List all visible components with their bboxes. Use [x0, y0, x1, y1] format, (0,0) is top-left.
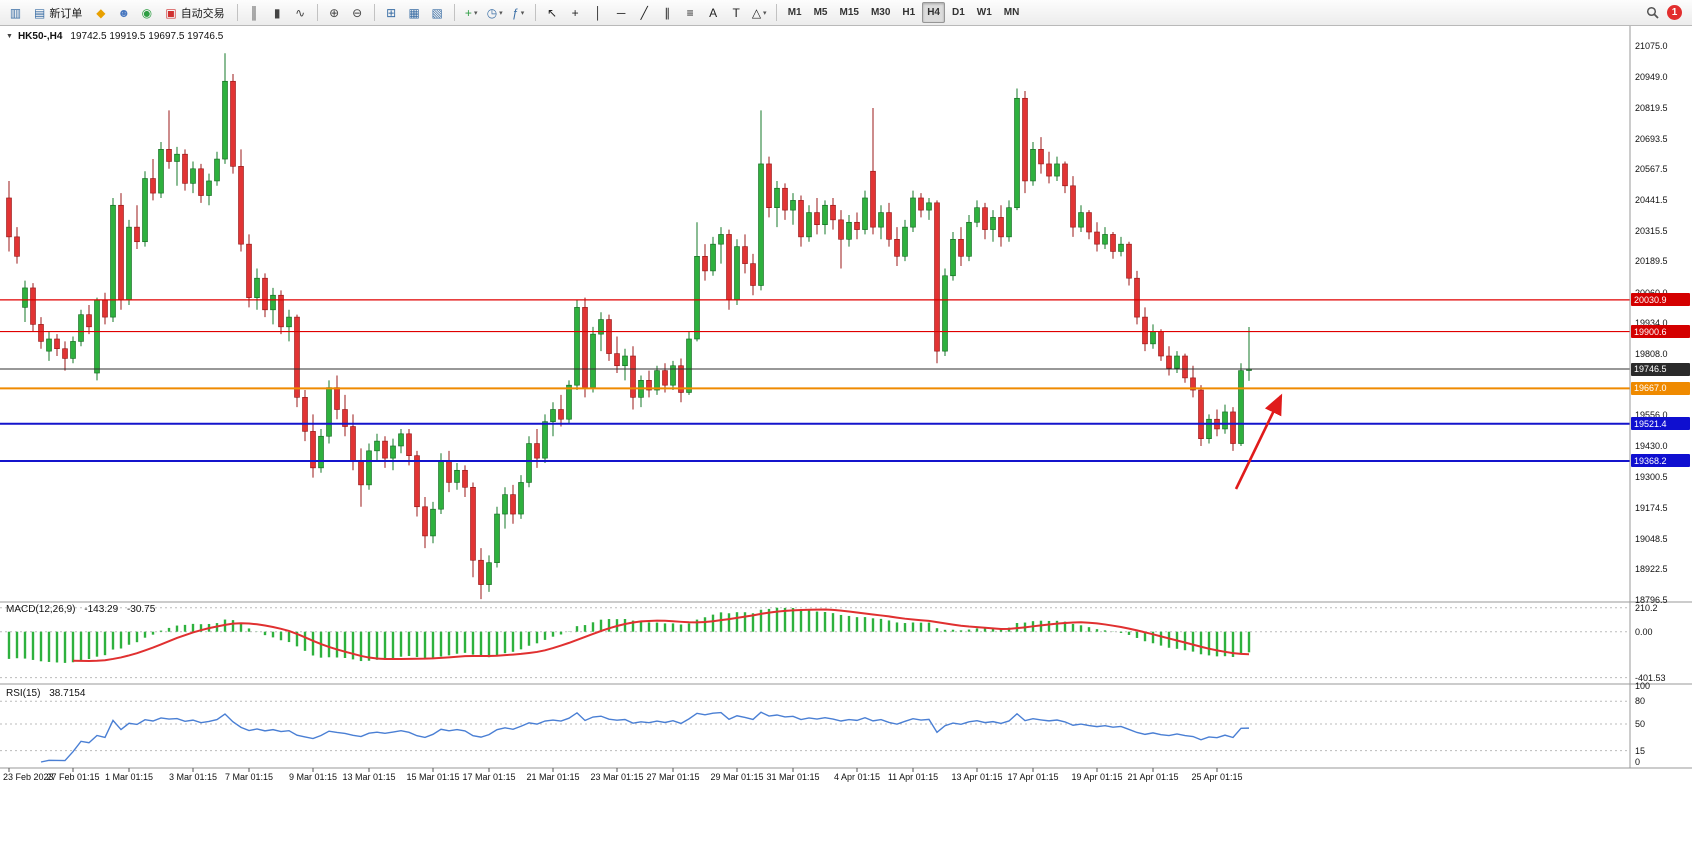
- profile-icon: ☻: [117, 5, 131, 20]
- timeframe-W1[interactable]: W1: [976, 7, 992, 18]
- shapes-tool-icon: △: [751, 5, 762, 20]
- dropdown-arrow-icon[interactable]: ▾: [473, 9, 478, 17]
- timeframe-M30[interactable]: M30: [870, 7, 891, 18]
- crosshair-tool-icon: +: [571, 5, 579, 20]
- macd-panel-label: MACD(12,26,9) -143.29 -30.75: [6, 604, 161, 615]
- toolbar-separator: [373, 4, 375, 21]
- timeframe-D1[interactable]: D1: [952, 7, 965, 18]
- timeframe-M5[interactable]: M5: [813, 7, 828, 18]
- text-tool-button[interactable]: A: [703, 2, 724, 23]
- line-view-button[interactable]: ∿: [290, 2, 311, 23]
- add-chart-icon: +: [464, 5, 472, 20]
- hline-tool-button[interactable]: ─: [611, 2, 632, 23]
- toolbar: ▥ ▤ 新订单 ◆ ☻ ◉ ▣ 自动交易 ║ ▮ ∿ ⊕ ⊖ ⊞ ▦ ▧ + ▾ ◷ ▾ ƒ ▾ ↖ + │ ─ ╱ ∥ ≡ A T △ ▾ M1…: [0, 0, 1692, 26]
- arrange-windows-button[interactable]: ▦: [404, 2, 425, 23]
- search-icon: [1646, 6, 1659, 19]
- timeframe-clock-button[interactable]: ◷ ▾: [484, 2, 506, 23]
- shapes-tool-button[interactable]: △ ▾: [749, 2, 770, 23]
- cascade-windows-icon: ▧: [431, 5, 443, 20]
- candles-view-button[interactable]: ▮: [267, 2, 288, 23]
- macd-name: MACD(12,26,9): [6, 604, 76, 615]
- label-tool-icon: T: [732, 5, 740, 20]
- new-chart-icon: ▥: [9, 5, 22, 20]
- signals-button[interactable]: ◆: [90, 2, 111, 23]
- chart-symbol-header: ▼ HK50-,H4 19742.5 19919.5 19697.5 19746…: [6, 31, 223, 42]
- add-chart-button[interactable]: + ▾: [461, 2, 482, 23]
- cursor-tool-button[interactable]: ↖: [542, 2, 563, 23]
- zoom-in-icon: ⊕: [329, 5, 340, 20]
- auto-trading-label: 自动交易: [180, 7, 225, 20]
- timeframe-MN[interactable]: MN: [1003, 7, 1020, 18]
- toolbar-separator: [453, 4, 455, 21]
- toolbar-separator: [534, 4, 536, 21]
- vline-tool-icon: │: [594, 5, 602, 20]
- zoom-out-icon: ⊖: [352, 5, 363, 20]
- rsi-panel-label: RSI(15) 38.7154: [6, 688, 91, 699]
- bars-view-button[interactable]: ║: [244, 2, 265, 23]
- macd-main-value: -143.29: [84, 604, 119, 615]
- timeframe-M1[interactable]: M1: [787, 7, 802, 18]
- symbol-title: HK50-,H4: [17, 31, 63, 42]
- notification-badge[interactable]: 1: [1667, 5, 1682, 20]
- toolbar-separator: [775, 4, 777, 21]
- zoom-out-button[interactable]: ⊖: [347, 2, 368, 23]
- hline-tool-icon: ─: [616, 5, 626, 20]
- new-order-icon: ▤: [34, 5, 46, 20]
- tile-windows-icon: ⊞: [386, 5, 397, 20]
- new-chart-button[interactable]: ▥: [5, 2, 26, 23]
- fibonacci-tool-button[interactable]: ≡: [680, 2, 701, 23]
- fibonacci-tool-icon: ≡: [686, 5, 694, 20]
- indicators-icon: ƒ: [512, 5, 519, 20]
- tile-windows-button[interactable]: ⊞: [381, 2, 402, 23]
- bars-view-icon: ║: [249, 5, 259, 20]
- cursor-tool-icon: ↖: [547, 5, 558, 20]
- community-icon: ◉: [141, 5, 153, 20]
- auto-trading-button[interactable]: ▣ 自动交易: [159, 2, 230, 23]
- channel-tool-button[interactable]: ∥: [657, 2, 678, 23]
- channel-tool-icon: ∥: [664, 5, 671, 20]
- ohlc-values: 19742.5 19919.5 19697.5 19746.5: [70, 31, 224, 42]
- profile-button[interactable]: ☻: [113, 2, 134, 23]
- candles-view-icon: ▮: [273, 5, 281, 20]
- toolbar-separator: [316, 4, 318, 21]
- timeframe-H4[interactable]: H4: [922, 2, 945, 23]
- vline-tool-button[interactable]: │: [588, 2, 609, 23]
- dropdown-arrow-icon[interactable]: ▾: [763, 9, 767, 17]
- new-order-button[interactable]: ▤ 新订单: [28, 2, 88, 23]
- new-order-label: 新订单: [49, 7, 83, 20]
- indicators-button[interactable]: ƒ ▾: [508, 2, 529, 23]
- rsi-name: RSI(15): [6, 688, 41, 699]
- zoom-in-button[interactable]: ⊕: [324, 2, 345, 23]
- collapse-icon[interactable]: ▼: [6, 33, 13, 40]
- trendline-tool-icon: ╱: [640, 5, 648, 20]
- macd-signal-value: -30.75: [126, 604, 156, 615]
- dropdown-arrow-icon[interactable]: ▾: [499, 9, 503, 17]
- timeframe-H1[interactable]: H1: [902, 7, 916, 18]
- label-tool-button[interactable]: T: [726, 2, 747, 23]
- signals-icon: ◆: [96, 5, 106, 20]
- crosshair-tool-button[interactable]: +: [565, 2, 586, 23]
- rsi-value: 38.7154: [49, 688, 86, 699]
- trendline-tool-button[interactable]: ╱: [634, 2, 655, 23]
- dropdown-arrow-icon[interactable]: ▾: [520, 9, 525, 17]
- toolbar-separator: [236, 4, 238, 21]
- line-view-icon: ∿: [295, 5, 306, 20]
- timeframe-M15[interactable]: M15: [839, 7, 859, 18]
- cascade-windows-button[interactable]: ▧: [427, 2, 448, 23]
- community-button[interactable]: ◉: [136, 2, 157, 23]
- toolbar-groups: ▥ ▤ 新订单 ◆ ☻ ◉ ▣ 自动交易 ║ ▮ ∿ ⊕ ⊖ ⊞ ▦ ▧ + ▾ ◷ ▾ ƒ ▾ ↖ + │ ─ ╱ ∥ ≡ A T △ ▾ M1…: [4, 2, 1025, 23]
- auto-trading-icon: ▣: [165, 5, 177, 20]
- search-button[interactable]: [1642, 2, 1663, 23]
- text-tool-icon: A: [709, 5, 718, 20]
- arrange-windows-icon: ▦: [408, 5, 420, 20]
- timeframe-clock-icon: ◷: [486, 5, 498, 20]
